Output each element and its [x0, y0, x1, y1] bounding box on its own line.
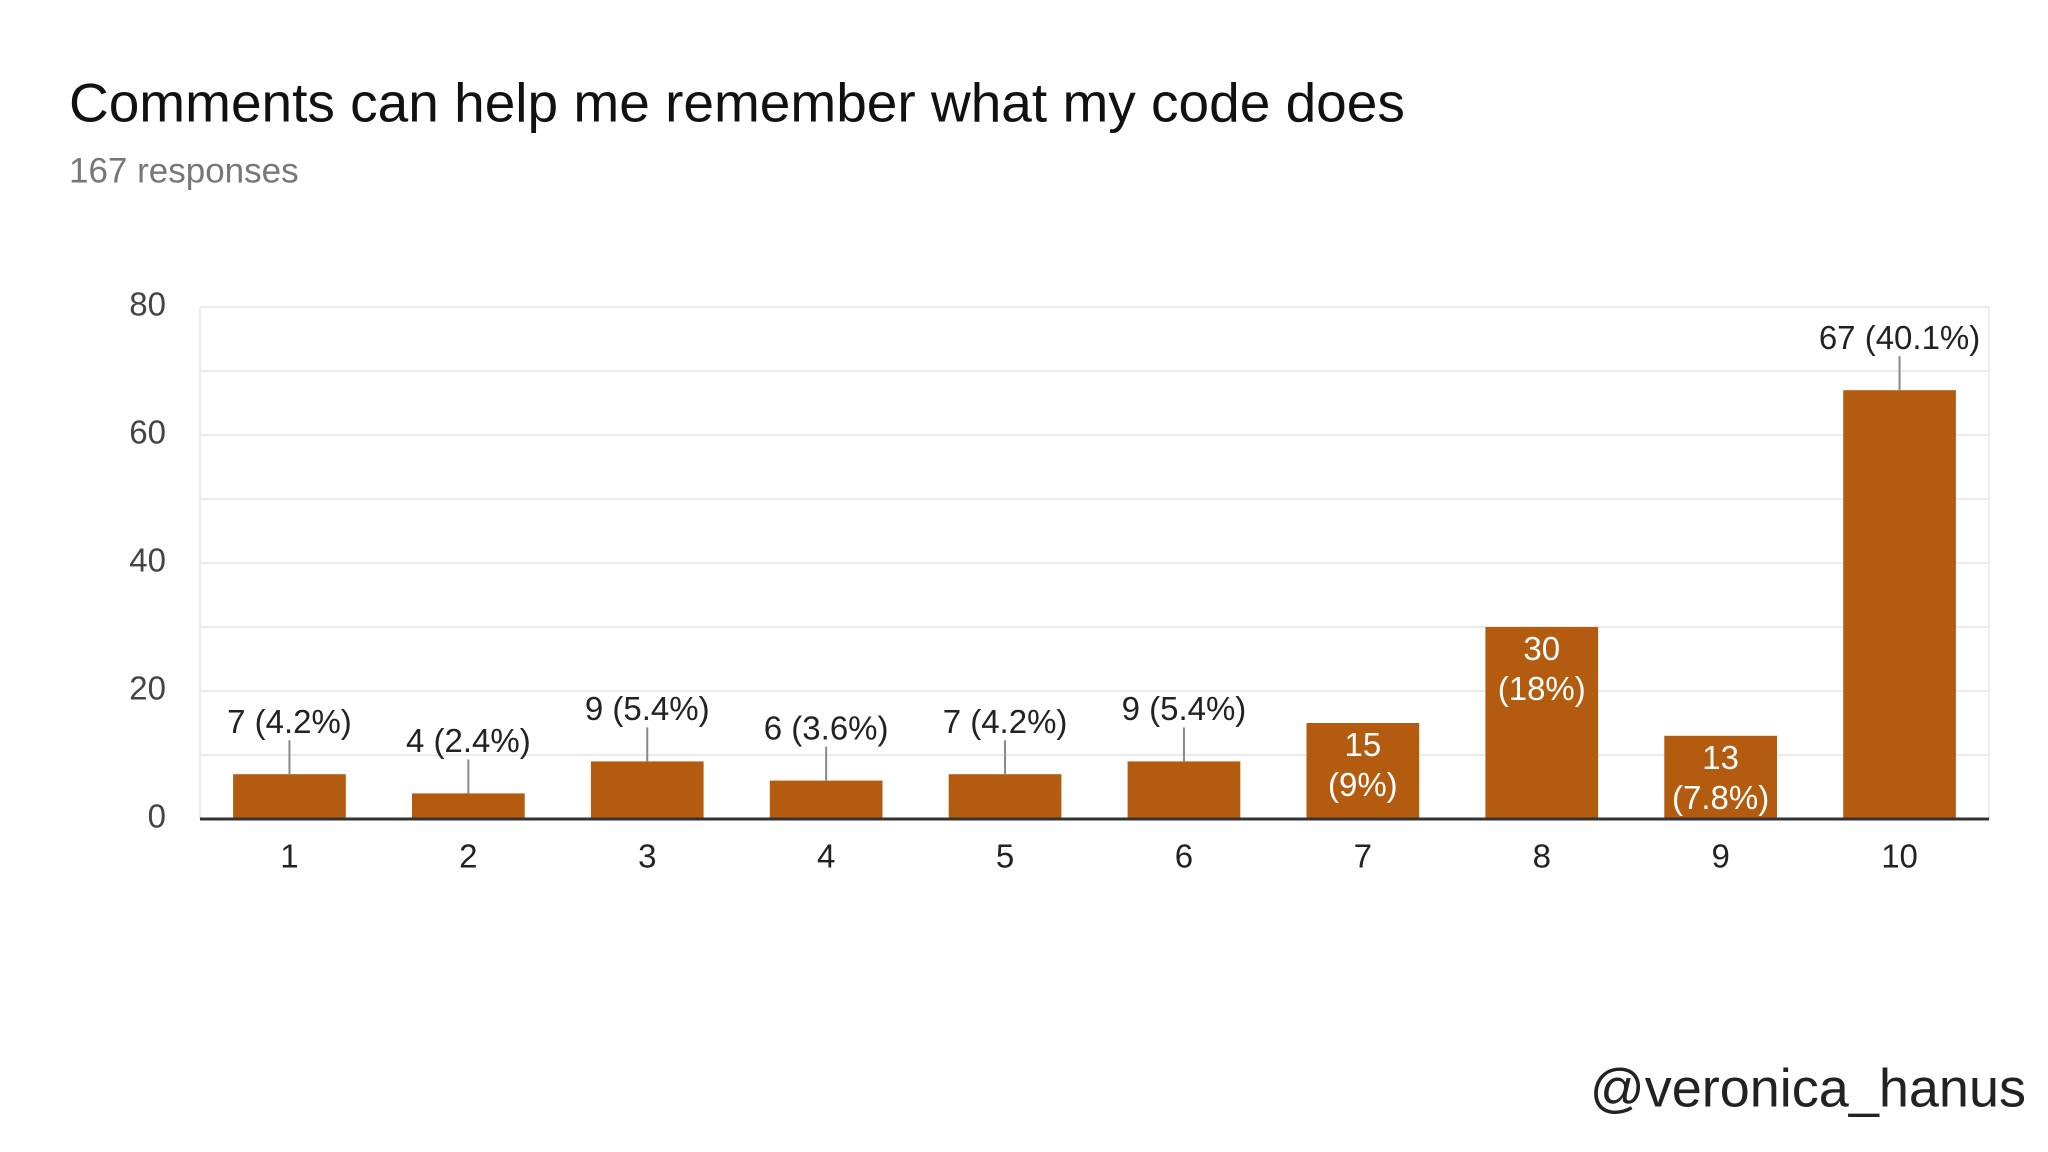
bar — [411, 793, 525, 819]
bar — [769, 780, 883, 819]
y-tick-label: 40 — [129, 542, 166, 579]
watermark: @veronica_hanus — [1590, 1058, 2026, 1118]
y-tick-label: 0 — [148, 798, 166, 835]
x-tick-label: 1 — [280, 838, 298, 875]
x-tick-label: 4 — [817, 838, 835, 875]
bar — [948, 774, 1062, 819]
data-label: 13 (7.8%) — [1672, 739, 1769, 816]
data-label: 9 (5.4%) — [585, 690, 710, 727]
y-tick-label: 20 — [129, 670, 166, 707]
data-label: 30 (18%) — [1498, 630, 1586, 707]
data-label: 7 (4.2%) — [943, 703, 1068, 740]
bar — [1664, 735, 1778, 819]
data-label: 15 (9%) — [1328, 726, 1398, 803]
x-tick-label: 9 — [1711, 838, 1729, 875]
y-tick-label: 80 — [129, 286, 166, 323]
bar — [1843, 390, 1956, 819]
x-tick-label: 8 — [1533, 838, 1551, 875]
data-label: 6 (3.6%) — [764, 709, 889, 746]
bar — [1485, 627, 1599, 819]
bar — [233, 774, 346, 819]
chart-subtitle: 167 responses — [69, 151, 299, 190]
bar — [1127, 761, 1241, 819]
data-label: 9 (5.4%) — [1122, 690, 1247, 727]
y-tick-label: 60 — [129, 414, 166, 451]
x-tick-label: 10 — [1881, 838, 1918, 875]
x-tick-label: 3 — [638, 838, 656, 875]
x-tick-label: 7 — [1354, 838, 1372, 875]
x-tick-label: 2 — [459, 838, 477, 875]
x-tick-label: 6 — [1175, 838, 1193, 875]
bar — [1306, 723, 1420, 819]
chart-title: Comments can help me remember what my co… — [69, 72, 1405, 134]
x-tick-label: 5 — [996, 838, 1014, 875]
data-label: 67 (40.1%) — [1819, 319, 1980, 356]
data-label: 4 (2.4%) — [406, 722, 531, 759]
bar — [590, 761, 704, 819]
data-label: 7 (4.2%) — [227, 703, 352, 740]
